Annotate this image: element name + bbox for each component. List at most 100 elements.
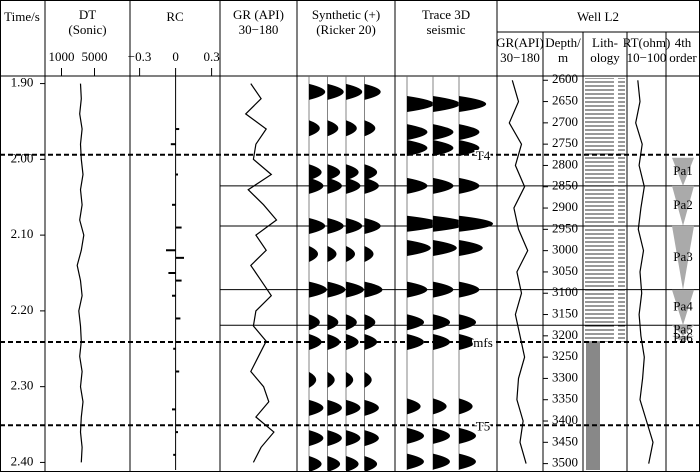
x-tick-label: 5000 — [82, 49, 108, 64]
wiggle-lobe — [346, 83, 363, 100]
wiggle-lobe — [459, 314, 476, 331]
column-title: GR(API) — [496, 35, 544, 50]
wiggle-lobe — [407, 139, 428, 156]
horizon-label: T4 — [476, 148, 491, 163]
wiggle-lobe — [433, 453, 450, 470]
x-tick-label: 1000 — [49, 49, 75, 64]
depth-label: 3400 — [552, 412, 578, 427]
wiggle-lobe — [459, 215, 493, 232]
wiggle-lobe — [327, 120, 339, 137]
column-title: RC — [166, 9, 183, 24]
horizon-label: T5 — [476, 418, 490, 433]
depth-label: 2750 — [552, 135, 578, 150]
wiggle-lobe — [407, 215, 441, 232]
time-title: Time/s — [4, 9, 40, 24]
order-label: Pa2 — [673, 197, 693, 212]
order-label: Pa5 — [673, 321, 693, 336]
wiggle-lobe — [364, 164, 378, 181]
depth-label: 2850 — [552, 178, 578, 193]
order-triangle — [672, 157, 694, 186]
order-triangle — [672, 289, 694, 326]
wiggle-lobe — [309, 246, 318, 263]
wiggle-lobe — [346, 314, 357, 331]
column-title: ology — [590, 50, 620, 65]
depth-label: 2800 — [552, 156, 578, 171]
wiggle-lobe — [364, 83, 381, 100]
column-title: Lith- — [592, 35, 618, 50]
wiggle-lobe — [327, 164, 341, 181]
wiggle-lobe — [309, 314, 320, 331]
well-gr-curve — [508, 80, 529, 464]
depth-label: 3350 — [552, 391, 578, 406]
gr-curve — [244, 83, 278, 463]
wiggle-lobe — [459, 96, 487, 113]
lithology-lower — [586, 342, 600, 470]
x-tick-label: −0.3 — [128, 49, 152, 64]
wiggle-lobe — [433, 96, 461, 113]
column-title: 30−180 — [239, 22, 279, 37]
wiggle-lobe — [459, 427, 476, 444]
wiggle-lobe — [309, 83, 326, 100]
depth-label: 2600 — [552, 71, 578, 86]
wiggle-lobe — [327, 371, 335, 388]
y-tick-label: 2.40 — [11, 453, 34, 468]
column-title: order — [669, 50, 697, 65]
wiggle-lobe — [364, 430, 379, 447]
wiggle-lobe — [327, 314, 339, 331]
wiggle-lobe — [459, 124, 480, 141]
column-title: 10−100 — [627, 50, 667, 65]
depth-label: 3200 — [552, 327, 578, 342]
depth-label: 3100 — [552, 284, 578, 299]
wiggle-lobe — [309, 371, 317, 388]
column-title: DT — [79, 7, 96, 22]
y-tick-label: 2.20 — [11, 302, 34, 317]
wiggle-lobe — [327, 399, 342, 416]
wiggle-lobe — [327, 333, 341, 350]
wiggle-lobe — [309, 455, 322, 472]
column-title: Depth/ — [545, 35, 581, 50]
wiggle-lobe — [346, 455, 359, 472]
y-tick-label: 2.00 — [11, 150, 34, 165]
wiggle-lobe — [407, 239, 431, 256]
lithology-upper — [585, 78, 625, 342]
wiggle-lobe — [364, 371, 372, 388]
depth-label: 2900 — [552, 199, 578, 214]
wiggle-lobe — [346, 164, 359, 181]
wiggle-lobe — [433, 124, 454, 141]
wiggle-lobe — [309, 164, 322, 181]
wiggle-lobe — [327, 455, 341, 472]
column-title: seismic — [427, 22, 466, 37]
depth-label: 3300 — [552, 369, 578, 384]
dt-curve — [76, 83, 85, 463]
wiggle-lobe — [433, 398, 447, 415]
wiggle-lobe — [346, 246, 355, 263]
wiggle-lobe — [327, 83, 344, 100]
y-tick-label: 1.90 — [11, 75, 34, 90]
wiggle-lobe — [459, 398, 473, 415]
column-title: RT(ohm) — [623, 35, 671, 50]
wiggle-lobe — [459, 453, 476, 470]
wiggle-lobe — [346, 120, 357, 137]
wiggle-lobe — [433, 139, 454, 156]
horizon-label: mfs — [473, 335, 493, 350]
wiggle-lobe — [407, 124, 428, 141]
order-triangle — [672, 335, 694, 342]
wiggle-lobe — [346, 371, 354, 388]
wiggle-lobe — [364, 120, 376, 137]
order-label: Pa3 — [673, 249, 693, 264]
wiggle-lobe — [407, 314, 424, 331]
wiggle-lobe — [309, 430, 324, 447]
rt-curve — [635, 80, 654, 464]
well-title: Well L2 — [577, 9, 619, 24]
column-title: Synthetic (+) — [312, 7, 380, 22]
wiggle-lobe — [407, 398, 421, 415]
order-label: Pa1 — [673, 163, 693, 178]
column-title: Trace 3D — [422, 7, 470, 22]
wiggle-lobe — [433, 427, 450, 444]
depth-label: 2700 — [552, 114, 578, 129]
order-triangle — [672, 325, 694, 336]
column-title: (Ricker 20) — [316, 22, 376, 37]
wiggle-lobe — [433, 314, 450, 331]
wiggle-lobe — [433, 215, 467, 232]
